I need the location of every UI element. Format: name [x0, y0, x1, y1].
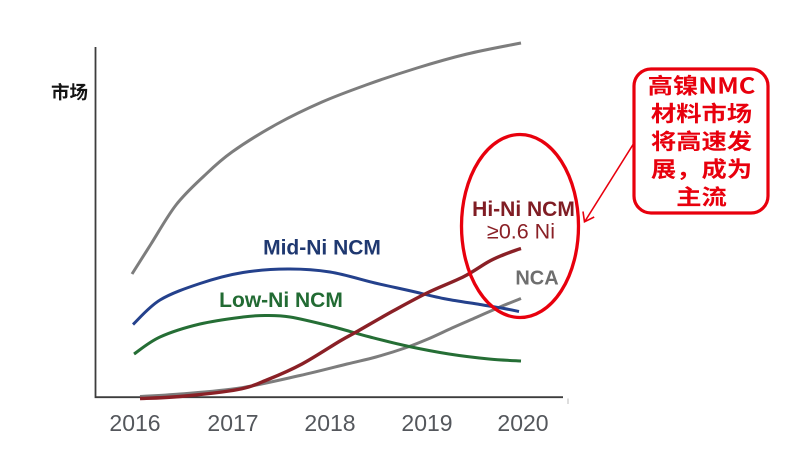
svg-text:2017: 2017: [207, 410, 258, 436]
svg-text:2016: 2016: [109, 410, 160, 436]
svg-text:≥0.6 Ni: ≥0.6 Ni: [487, 220, 555, 244]
svg-text:2020: 2020: [497, 410, 548, 436]
svg-text:Mid-Ni NCM: Mid-Ni NCM: [263, 237, 381, 260]
svg-text:Hi-Ni NCM: Hi-Ni NCM: [472, 198, 575, 221]
svg-text:2018: 2018: [304, 410, 355, 436]
svg-text:2019: 2019: [401, 410, 452, 436]
svg-text:Low-Ni NCM: Low-Ni NCM: [219, 289, 343, 312]
svg-text:NCA: NCA: [515, 268, 558, 290]
